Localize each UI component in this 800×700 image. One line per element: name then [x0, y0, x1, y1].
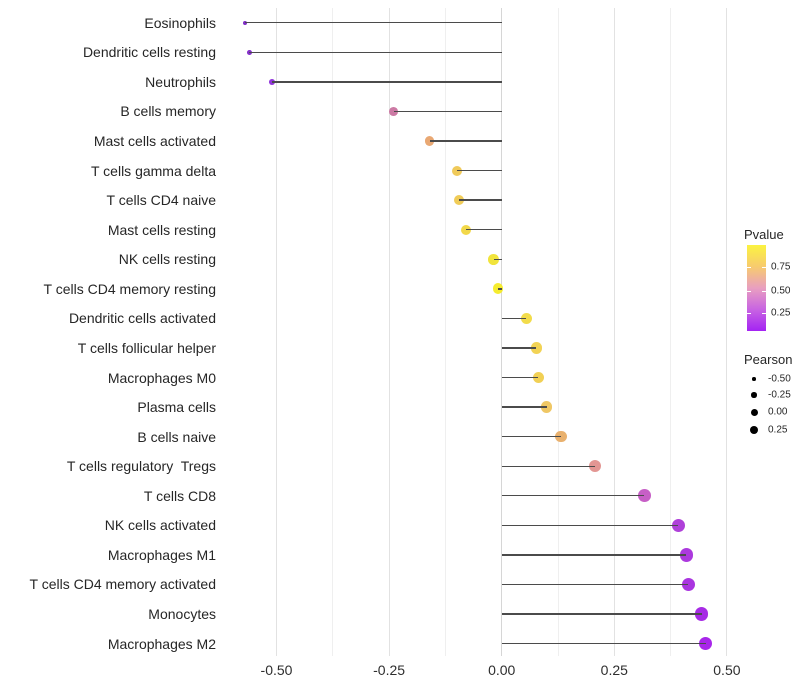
- lollipop-stem: [501, 495, 645, 497]
- lollipop-stem: [429, 140, 502, 142]
- lollipop-stem: [498, 288, 502, 290]
- colorbar-tick-label: 0.25: [771, 307, 791, 319]
- lollipop-stem: [249, 51, 502, 54]
- category-label: NK cells resting: [118, 251, 216, 268]
- minor-gridline: [557, 8, 559, 656]
- x-tick-label: 0.25: [600, 662, 628, 678]
- lollipop-stem: [501, 524, 679, 526]
- x-tick-label: -0.25: [373, 662, 406, 678]
- lollipop-dot: [555, 430, 567, 443]
- colorbar-tick: [747, 267, 751, 269]
- x-tick-label: -0.50: [260, 662, 293, 678]
- lollipop-dot: [638, 489, 651, 503]
- minor-gridline: [444, 8, 446, 656]
- category-label: Macrophages M0: [107, 369, 216, 386]
- zero-gridline: [501, 8, 503, 656]
- lollipop-stem: [244, 22, 502, 24]
- category-label: T cells CD4 naive: [106, 192, 216, 209]
- lollipop-stem: [465, 229, 502, 231]
- lollipop-dot: [694, 607, 709, 621]
- pearson-legend-label: 0.25: [768, 424, 788, 436]
- lollipop-stem: [393, 110, 502, 113]
- lollipop-stem: [501, 435, 562, 438]
- lollipop-dot: [679, 548, 693, 562]
- lollipop-stem: [501, 583, 689, 586]
- pearson-legend-dot: [750, 408, 758, 416]
- major-gridline: [613, 8, 615, 656]
- category-label: Mast cells resting: [107, 221, 216, 238]
- category-label: T cells CD8: [143, 487, 216, 504]
- major-gridline: [276, 8, 277, 656]
- pearson-legend-dot: [751, 392, 757, 398]
- lollipop-stem: [501, 554, 687, 556]
- pearson-legend-label: -0.50: [768, 373, 791, 385]
- pvalue-legend-title: Pvalue: [744, 227, 784, 242]
- lollipop-dot: [532, 371, 544, 384]
- lollipop-dot: [492, 283, 504, 295]
- lollipop-dot: [451, 165, 462, 176]
- colorbar-tick: [747, 290, 751, 292]
- lollipop-dot: [671, 518, 685, 532]
- pearson-legend-dot: [749, 425, 759, 435]
- pvalue-colorbar: [747, 245, 766, 331]
- category-label: NK cells activated: [104, 517, 216, 534]
- category-label: B cells memory: [120, 103, 216, 120]
- x-tick-label: 0.50: [713, 662, 741, 678]
- lollipop-dot: [698, 636, 713, 651]
- colorbar-tick-label: 0.50: [771, 285, 791, 297]
- category-label: Dendritic cells activated: [68, 310, 216, 327]
- lollipop-stem: [458, 199, 502, 201]
- lollipop-dot: [453, 195, 464, 206]
- colorbar-tick-label: 0.75: [771, 261, 791, 273]
- lollipop-stem: [501, 642, 706, 645]
- lollipop-stem: [501, 406, 547, 408]
- lollipop-dot: [530, 342, 543, 354]
- category-label: Plasma cells: [137, 399, 216, 416]
- lollipop-dot: [269, 79, 275, 85]
- category-label: T cells CD4 memory activated: [29, 576, 216, 593]
- lollipop-stem: [493, 258, 502, 260]
- pearson-legend-title: Pearson: [744, 352, 793, 367]
- lollipop-stem: [501, 376, 539, 379]
- colorbar-tick: [762, 312, 766, 314]
- major-gridline: [388, 8, 390, 656]
- minor-gridline: [670, 8, 672, 656]
- category-label: Mast cells activated: [93, 133, 216, 150]
- category-label: Dendritic cells resting: [82, 44, 216, 61]
- lollipop-stem: [501, 317, 527, 320]
- category-label: B cells naive: [137, 428, 216, 445]
- lollipop-dot: [520, 312, 533, 324]
- category-label: Macrophages M2: [107, 635, 216, 652]
- category-label: Neutrophils: [145, 73, 216, 90]
- minor-gridline: [332, 8, 334, 656]
- colorbar-tick: [747, 312, 751, 314]
- colorbar-tick: [762, 267, 766, 269]
- category-label: Eosinophils: [144, 14, 216, 31]
- pearson-legend-label: 0.00: [768, 406, 788, 418]
- category-label: Macrophages M1: [107, 546, 216, 563]
- x-tick-label: 0.00: [488, 662, 516, 678]
- pearson-legend-dot: [752, 377, 756, 381]
- major-gridline: [726, 8, 728, 656]
- lollipop-stem: [271, 81, 502, 83]
- lollipop-stem: [501, 613, 702, 615]
- category-label: T cells gamma delta: [90, 162, 216, 179]
- lollipop-dot: [681, 577, 695, 592]
- category-label: T cells follicular helper: [77, 339, 216, 356]
- lollipop-dot: [588, 460, 601, 473]
- category-label: T cells CD4 memory resting: [43, 280, 216, 297]
- lollipop-dot: [242, 20, 248, 26]
- lollipop-stem: [501, 347, 537, 349]
- lollipop-stem: [456, 169, 502, 172]
- lollipop-stem: [501, 465, 595, 467]
- category-label: Monocytes: [148, 606, 216, 622]
- lollipop-dot: [541, 401, 553, 413]
- category-label: T cells regulatory Tregs: [66, 458, 216, 475]
- pearson-legend-label: -0.25: [768, 389, 791, 401]
- colorbar-tick: [762, 290, 766, 292]
